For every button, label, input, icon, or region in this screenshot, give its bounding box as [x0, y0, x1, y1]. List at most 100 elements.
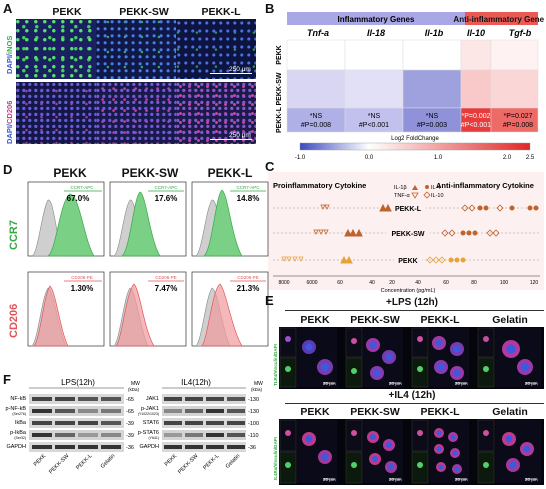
panel-e-side-top: TLR4/Vinculin/DAPI [273, 344, 278, 386]
svg-text:(kDa): (kDa) [128, 387, 140, 392]
svg-text:CCR7-APC: CCR7-APC [70, 185, 94, 190]
panel-e-top-col-gelatin: Gelatin [492, 314, 528, 326]
svg-text:-36: -36 [248, 445, 256, 451]
confocal-il4-pekk [279, 419, 337, 484]
e-scale-1: 20 μm [323, 381, 336, 386]
panel-d-cd206-label: CD206 [8, 303, 20, 338]
cytokine-legend: IL-1β TNF-α IL-4 IL-10 [394, 185, 444, 199]
cytokine-row-pekk-sw: PEKK-SW [391, 231, 424, 238]
svg-text:p-IkBa: p-IkBa [10, 430, 27, 436]
panel-a-col-pekk-l: PEKK-L [201, 6, 241, 18]
confocal-il4-gelatin [477, 419, 541, 484]
svg-text:STAT6: STAT6 [143, 420, 159, 426]
ccr7-value-pekk: 67.0% [67, 194, 90, 203]
flow-histograms: CCR7-APC 67.0% CCR7-APC 17.6% CCR7-APC 1… [27, 181, 269, 347]
il4-rows: JAK1 -130 p-JAK1 (Y1022/1023) -130 STAT6… [138, 394, 259, 452]
svg-text:40: 40 [415, 280, 421, 286]
svg-text:PEKK-SW: PEKK-SW [48, 453, 71, 476]
svg-text:p-JAK1: p-JAK1 [141, 406, 159, 412]
cytokine-left-title: Proinflammatory Cytokine [273, 181, 366, 190]
gene-il1b: Il-1b [425, 28, 444, 38]
flow-ccr7-pekk: CCR7-APC 67.0% [27, 181, 105, 257]
stat-il1b-2: #P=0.003 [417, 122, 447, 129]
stat-tnfa-2: #P=0.008 [301, 122, 331, 129]
svg-text:PEKK: PEKK [33, 453, 48, 468]
svg-text:PEKK: PEKK [164, 453, 179, 468]
cytokine-row-pekk-l: PEKK-L [395, 206, 422, 213]
gene-tgfb: Tgf-b [509, 28, 532, 38]
markers-pekk-l [320, 203, 539, 212]
svg-text:-130: -130 [248, 409, 259, 415]
panel-e-bottom-rule [285, 403, 544, 404]
confocal-lps-gelatin [477, 327, 541, 388]
e-scale-4: 20 μm [525, 381, 538, 386]
header-anti [465, 12, 538, 25]
flow-cd206-pekk: CD206-PE 1.30% [27, 271, 105, 347]
panel-label-a: A [3, 1, 13, 16]
panel-e-bottom-col-pekk-sw: PEKK-SW [350, 406, 400, 418]
panel-e-top-col-pekk-sw: PEKK-SW [350, 314, 400, 326]
panel-e-bottom-col-gelatin: Gelatin [492, 406, 528, 418]
e-scale-7: 20 μm [455, 477, 468, 482]
svg-text:IL-4: IL-4 [431, 185, 440, 191]
stat-il18-1: *NS [368, 113, 381, 120]
svg-text:NF-kB: NF-kB [10, 396, 26, 402]
svg-text:IkBa: IkBa [15, 420, 27, 426]
flow-ccr7-pekk-sw: CCR7-APC 17.6% [109, 181, 187, 257]
svg-text:40: 40 [369, 280, 375, 286]
svg-text:-65: -65 [126, 397, 134, 403]
panel-e-top-col-pekk: PEKK [300, 314, 330, 326]
svg-text:100: 100 [500, 280, 509, 286]
panel-d-col-pekk-l: PEKK-L [207, 166, 253, 180]
svg-text:6000: 6000 [306, 280, 317, 286]
scale-text-a1: 250 μm [229, 66, 251, 73]
svg-text:-100: -100 [248, 421, 259, 427]
svg-text:-36: -36 [126, 445, 134, 451]
panel-label-b: B [265, 1, 275, 16]
micrograph-pekk-l-cd206 [176, 82, 256, 144]
cytokine-right-title: Anti-inflammatory Cytokine [436, 181, 534, 190]
panel-a-col-pekk-sw: PEKK-SW [119, 6, 169, 18]
row-pekk-sw: PEKK-SW [276, 72, 283, 105]
ccr7-value-pekk-sw: 17.6% [155, 194, 178, 203]
e-scale-6: 20 μm [389, 477, 402, 482]
row-pekk: PEKK [276, 45, 283, 64]
legend-tick-2: 1.0 [434, 155, 443, 161]
svg-text:p-STAT6: p-STAT6 [138, 430, 159, 436]
svg-text:p-NF-kB: p-NF-kB [6, 406, 27, 412]
stat-tnfa-1: *NS [310, 113, 323, 120]
ccr7-value-pekk-l: 14.8% [237, 194, 260, 203]
panel-d-ccr7-label: CCR7 [8, 220, 20, 250]
gene-il18: Il-18 [367, 28, 385, 38]
svg-text:-39: -39 [126, 433, 134, 439]
markers-pekk-sw [313, 228, 500, 237]
svg-text:60: 60 [443, 280, 449, 286]
stat-tgfb-2: #P=0.008 [503, 122, 533, 129]
svg-text:-110: -110 [248, 433, 259, 439]
header-inflammatory-text: Inflammatory Genes [338, 15, 415, 24]
svg-text:-39: -39 [126, 421, 134, 427]
lps-lane-labels: PEKK PEKK-SW PEKK-L Gelatin [33, 453, 117, 476]
flow-cd206-pekk-l: CD206-PE 21.3% [191, 271, 269, 347]
gene-tnfa: Tnf-a [307, 28, 329, 38]
micrograph-pekk-sw-cd206 [96, 82, 176, 144]
confocal-il4-pekk-l [411, 419, 469, 484]
panel-a-row2-label: DAPI/CD206 [5, 100, 14, 144]
panel-d-col-pekk: PEKK [53, 166, 87, 180]
stat-il10-2: #P<0.001 [461, 122, 491, 129]
panel-label-c: C [265, 159, 275, 174]
svg-text:120: 120 [530, 280, 539, 286]
svg-text:PEKK-SW: PEKK-SW [177, 453, 200, 476]
panel-label-e: E [265, 293, 274, 308]
panel-e-top-title: +LPS (12h) [386, 297, 438, 308]
micrograph-pekk-sw-inos [96, 19, 176, 79]
legend-tick-0: -1.0 [295, 155, 306, 161]
panel-a-row1-label: DAPI/iNOS [5, 35, 14, 74]
svg-text:TNF-α: TNF-α [394, 193, 411, 199]
svg-text:-65: -65 [126, 409, 134, 415]
panel-label-f: F [3, 372, 11, 387]
svg-text:IL-10: IL-10 [431, 193, 444, 199]
svg-text:(Y641): (Y641) [148, 436, 159, 440]
confocal-il4 [279, 419, 544, 485]
panel-d-col-pekk-sw: PEKK-SW [121, 166, 179, 180]
